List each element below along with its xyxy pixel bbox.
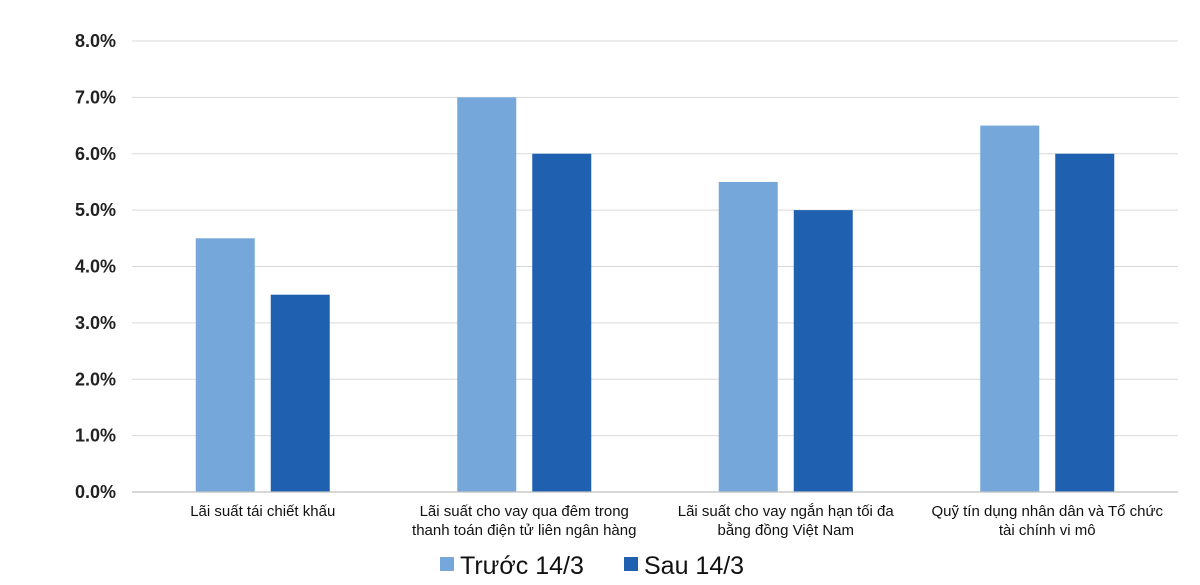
y-tick-label: 8.0% [75, 31, 116, 51]
x-category-label: thanh toán điện tử liên ngân hàng [412, 522, 636, 539]
y-tick-label: 7.0% [75, 87, 116, 107]
x-axis-labels: Lãi suất tái chiết khấu Lãi suất cho vay … [190, 503, 1163, 539]
y-axis-ticks: 0.0% 1.0% 2.0% 3.0% 4.0% 5.0% 6.0% 7.0% 8.0% [75, 31, 116, 502]
y-tick-label: 1.0% [75, 426, 116, 446]
legend-swatch [624, 557, 638, 571]
y-tick-label: 2.0% [75, 369, 116, 389]
x-category-label: bằng đồng Việt Nam [718, 522, 855, 539]
legend-label: Trước 14/3 [460, 552, 584, 580]
bar [532, 153, 592, 492]
bar [718, 181, 778, 492]
y-tick-label: 5.0% [75, 200, 116, 220]
x-category-label: Lãi suất cho vay ngắn hạn tối đa [678, 503, 895, 520]
legend-label: Sau 14/3 [644, 552, 744, 580]
bar [457, 97, 517, 492]
y-tick-label: 4.0% [75, 257, 116, 277]
y-tick-label: 3.0% [75, 313, 116, 333]
y-tick-label: 0.0% [75, 482, 116, 502]
x-category-label: tài chính vi mô [999, 522, 1096, 539]
x-category-label: Quỹ tín dụng nhân dân và Tổ chức [931, 503, 1163, 520]
legend: Trước 14/3 Sau 14/3 [440, 552, 744, 580]
bar [195, 238, 255, 492]
bar [980, 125, 1040, 492]
bars [195, 97, 1115, 492]
x-category-label: Lãi suất tái chiết khấu [190, 503, 335, 520]
bar [1055, 153, 1115, 492]
bar [793, 210, 853, 492]
legend-swatch [440, 557, 454, 571]
y-tick-label: 6.0% [75, 144, 116, 164]
x-category-label: Lãi suất cho vay qua đêm trong [420, 503, 629, 520]
bar [270, 294, 330, 492]
